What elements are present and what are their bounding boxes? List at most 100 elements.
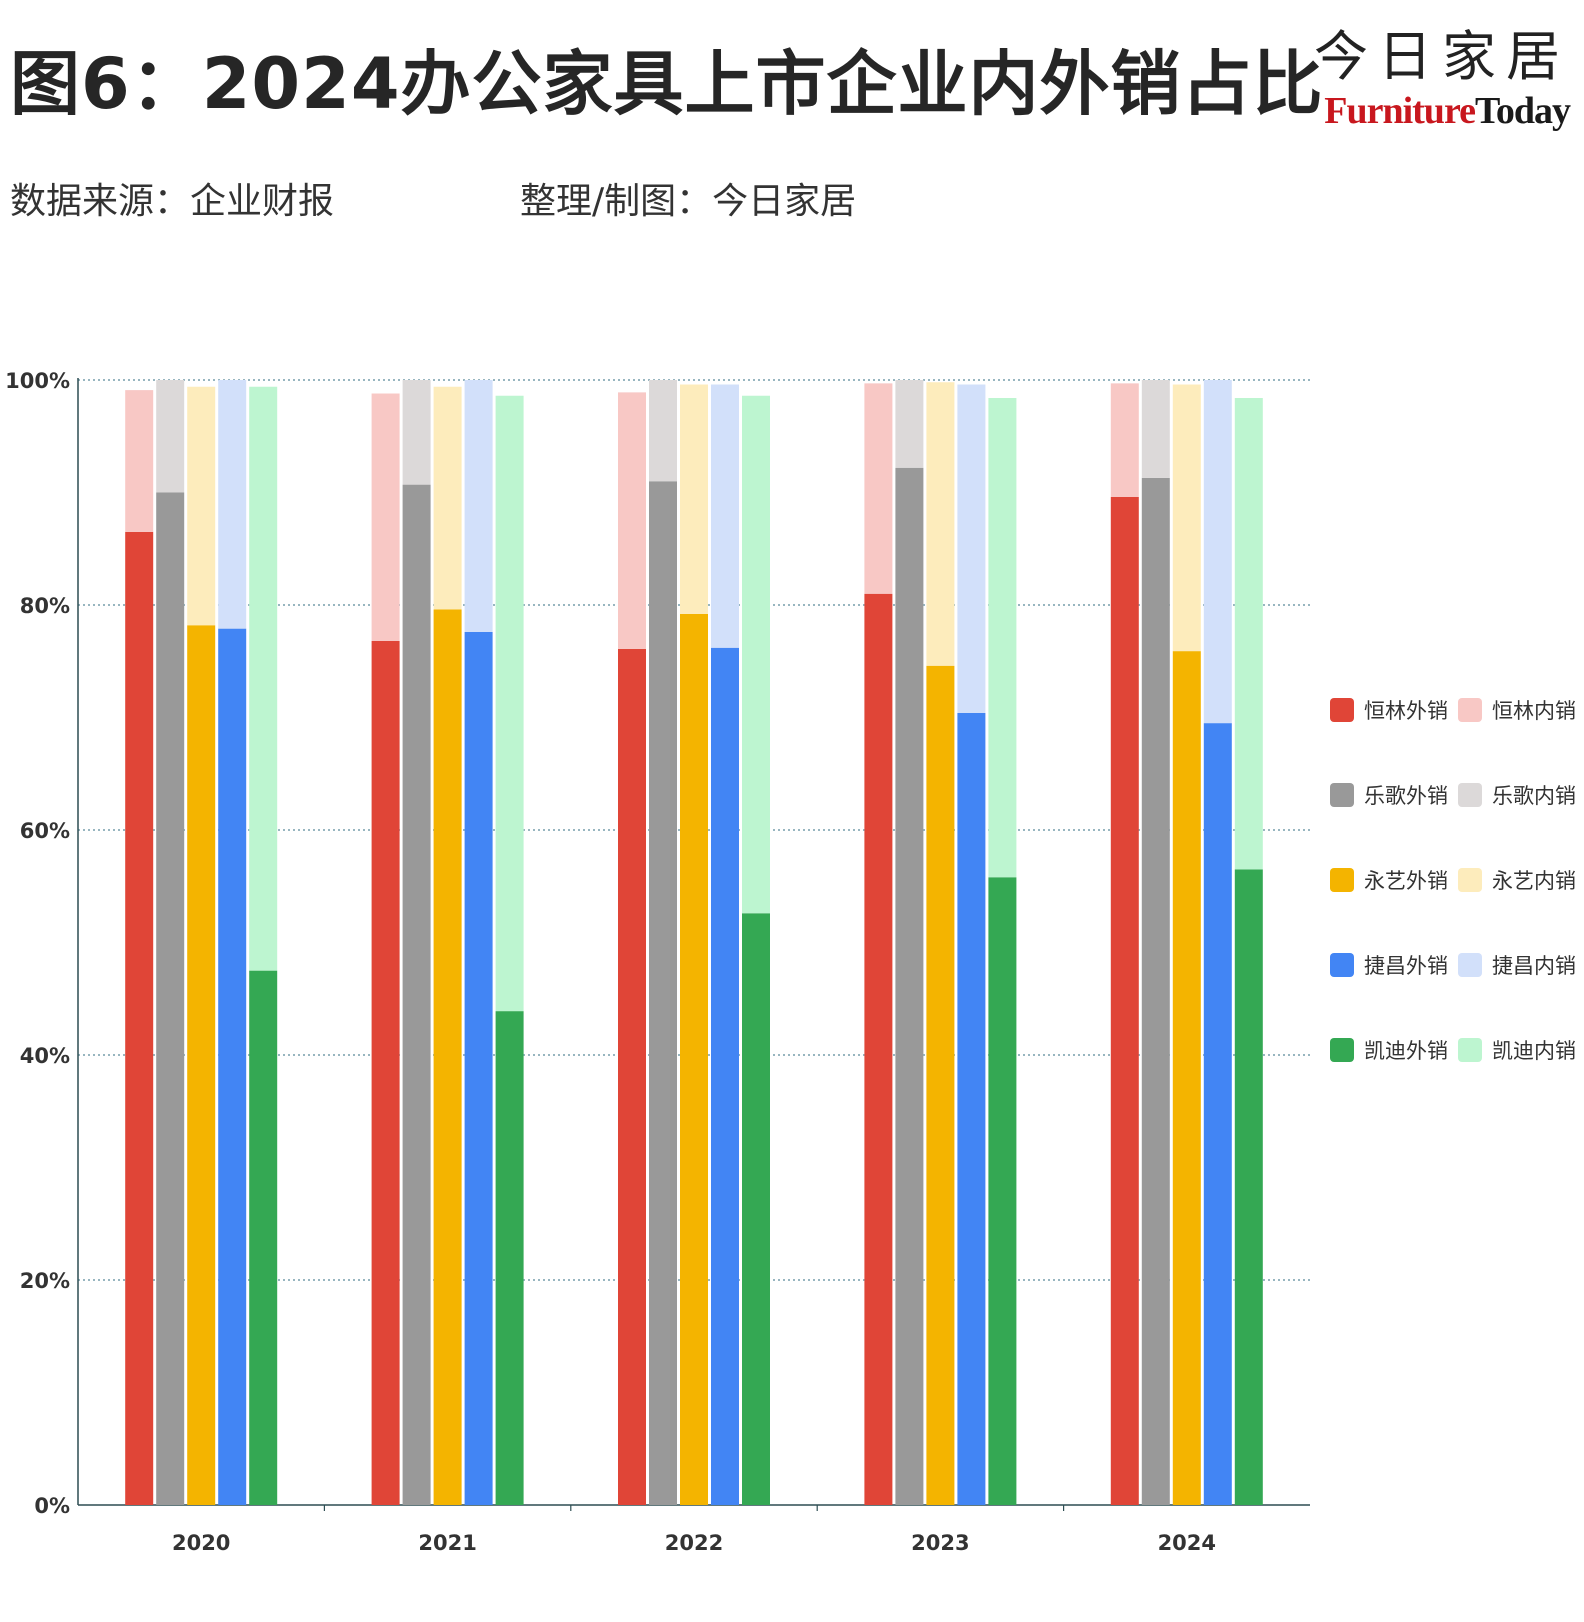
bar-domestic (433, 386, 462, 610)
bar-export (1110, 497, 1139, 1505)
bar-domestic (371, 393, 400, 641)
bar-export (402, 484, 431, 1505)
legend-label: 乐歌内销 (1492, 784, 1576, 808)
legend-item: 乐歌内销 (1458, 780, 1576, 810)
legend-item: 捷昌外销 (1330, 950, 1448, 980)
legend-label: 永艺外销 (1364, 869, 1448, 893)
bar-export (1141, 477, 1170, 1505)
legend-swatch (1458, 868, 1482, 892)
legend-item: 凯迪内销 (1458, 1035, 1576, 1065)
bar-export (464, 632, 493, 1505)
bar-domestic (495, 395, 524, 1012)
bar-export (988, 877, 1017, 1505)
bar-domestic (1110, 383, 1139, 497)
chart-credit-note: 整理/制图：今日家居 (520, 181, 857, 222)
bar-export (371, 641, 400, 1505)
data-source-note: 数据来源：企业财报 (10, 181, 335, 222)
legend-item: 恒林内销 (1458, 695, 1576, 725)
bar-export (1172, 651, 1201, 1505)
bar-domestic (649, 380, 677, 482)
legend-item: 永艺内销 (1458, 865, 1576, 895)
bar-domestic (464, 380, 493, 632)
x-tick-label: 2024 (1158, 1531, 1216, 1555)
y-tick-label: 20% (20, 1269, 70, 1293)
bar-export (156, 492, 185, 1505)
legend-label: 恒林外销 (1364, 699, 1448, 723)
y-tick-label: 100% (5, 369, 70, 393)
bar-export (895, 467, 924, 1505)
bar-export (433, 609, 462, 1505)
bar-export (495, 1011, 524, 1505)
bar-domestic (402, 380, 431, 485)
bar-export (649, 481, 677, 1505)
legend-swatch (1330, 1038, 1354, 1062)
bar-domestic (125, 390, 154, 532)
legend-swatch (1458, 953, 1482, 977)
legend-label: 凯迪外销 (1364, 1039, 1448, 1063)
bar-export (125, 531, 154, 1505)
legend-label: 凯迪内销 (1492, 1039, 1576, 1063)
legend-swatch (1330, 698, 1354, 722)
bar-domestic (711, 384, 739, 648)
x-tick-label: 2022 (665, 1531, 723, 1555)
brand-name-cn: 今日家居 (1314, 25, 1570, 88)
chart-title: 图6：2024办公家具上市企业内外销占比 (10, 43, 1324, 125)
brand-name-en-first: Furniture (1324, 90, 1476, 132)
legend-item: 恒林外销 (1330, 695, 1448, 725)
bar-export (1203, 723, 1232, 1505)
bar-domestic (156, 380, 185, 493)
y-tick-label: 60% (20, 819, 70, 843)
legend-swatch (1330, 953, 1354, 977)
x-tick-label: 2020 (172, 1531, 230, 1555)
bar-domestic (218, 380, 247, 629)
bar-export (187, 625, 216, 1505)
legend-label: 捷昌外销 (1364, 954, 1448, 978)
legend-item: 捷昌内销 (1458, 950, 1576, 980)
bar-domestic (680, 384, 708, 614)
bar-domestic (926, 382, 955, 666)
legend-item: 乐歌外销 (1330, 780, 1448, 810)
legend-label: 捷昌内销 (1492, 954, 1576, 978)
bar-export (218, 628, 247, 1505)
x-tick-label: 2023 (911, 1531, 969, 1555)
legend-swatch (1330, 868, 1354, 892)
brand-name-en-second: Today (1475, 90, 1571, 132)
brand-logo: 今日家居 FurnitureToday (1314, 25, 1571, 134)
bar-domestic (249, 386, 278, 971)
bar-domestic (1234, 398, 1263, 870)
bar-export (864, 593, 893, 1505)
y-tick-label: 40% (20, 1044, 70, 1068)
bar-domestic (618, 392, 646, 649)
legend-label: 恒林内销 (1492, 699, 1576, 723)
bar-domestic (1203, 380, 1232, 724)
bar-domestic (742, 395, 770, 914)
legend-item: 凯迪外销 (1330, 1035, 1448, 1065)
legend-item: 永艺外销 (1330, 865, 1448, 895)
legend-swatch (1458, 783, 1482, 807)
bar-domestic (1172, 384, 1201, 652)
bar-export (249, 970, 278, 1505)
bar-domestic (864, 383, 893, 594)
legend-label: 永艺内销 (1492, 869, 1576, 893)
legend-swatch (1458, 698, 1482, 722)
bar-export (711, 647, 739, 1505)
bar-domestic (895, 380, 924, 468)
bar-export (957, 713, 986, 1505)
legend-swatch (1330, 783, 1354, 807)
legend-swatch (1458, 1038, 1482, 1062)
bar-domestic (957, 384, 986, 713)
bar-export (618, 648, 646, 1505)
y-tick-label: 80% (20, 594, 70, 618)
x-tick-label: 2021 (418, 1531, 476, 1555)
brand-name-en: FurnitureToday (1314, 88, 1571, 134)
y-tick-label: 0% (34, 1494, 70, 1518)
bar-domestic (988, 398, 1017, 878)
bar-export (926, 665, 955, 1505)
bar-domestic (1141, 380, 1170, 478)
bar-export (680, 614, 708, 1505)
legend-label: 乐歌外销 (1364, 784, 1448, 808)
bar-domestic (187, 386, 216, 626)
bar-export (742, 913, 770, 1505)
bar-export (1234, 869, 1263, 1505)
